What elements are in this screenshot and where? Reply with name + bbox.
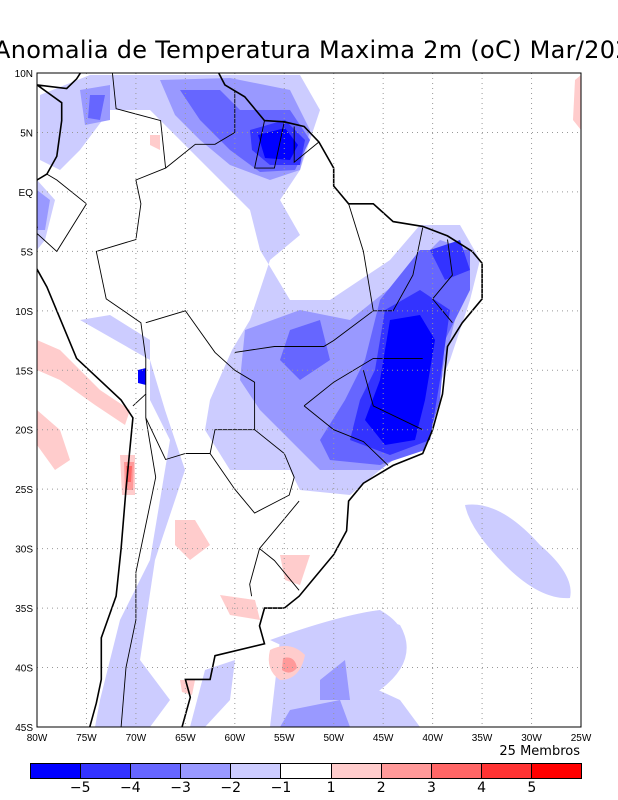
border-path [293,126,320,164]
colorbar [30,763,582,779]
anomaly-level-plus1 [37,75,581,695]
y-tick-label: 5S [21,247,34,258]
colorbar-swatch [181,764,232,778]
colorbar-label: 3 [426,780,436,796]
colorbar-swatch [331,764,382,778]
map-frame [36,72,582,728]
y-tick-label: 30S [15,545,33,556]
border-path [95,73,167,407]
y-tick-label: 5N [20,128,33,139]
x-tick-label: 65W [175,733,196,744]
grid-lines [37,73,581,727]
colorbar-label: −3 [170,780,191,796]
border-path [165,132,236,169]
colorbar-label: −2 [220,780,242,796]
coastline-path [37,73,483,727]
border-path [249,548,260,597]
x-tick-label: 50W [323,733,344,744]
border-path [234,203,374,353]
y-tick-label: EQ [19,188,34,199]
y-tick-label: 35S [15,604,33,615]
x-tick-label: 30W [521,733,542,744]
colorbar-label: 2 [376,780,386,796]
colorbar-swatch [281,764,332,778]
colorbar-label: 5 [527,780,537,796]
colorbar-label: −1 [270,780,292,796]
border-path [303,405,389,466]
y-tick-label: 45S [15,723,33,734]
border-path [254,120,285,169]
border-path [362,370,423,431]
colorbar-swatch [31,764,82,778]
border-path [46,173,87,205]
y-tick-label: 40S [15,664,33,675]
colorbar-swatch [131,764,182,778]
y-tick-label: 25S [15,485,33,496]
coastline [37,73,483,727]
colorbar-swatch [381,764,432,778]
y-tick-label: 10N [15,69,33,80]
x-tick-label: 40W [422,733,443,744]
x-tick-label: 45W [373,733,394,744]
members-label: 25 Membros [499,744,580,759]
border-path [303,357,423,407]
x-tick-label: 35W [472,733,493,744]
colorbar-swatch [531,764,582,778]
x-tick-label: 55W [274,733,295,744]
colorbar-label: −4 [120,780,141,796]
colorbar-label: 1 [326,780,336,796]
y-tick-label: 20S [15,426,33,437]
anomaly-level-minus5 [138,128,435,445]
colorbar-label: −5 [69,780,91,796]
x-tick-label: 25W [571,733,592,744]
anomaly-fields [37,75,581,727]
colorbar-swatch [231,764,282,778]
colorbar-label: 4 [477,780,487,796]
x-tick-label: 75W [76,733,97,744]
y-tick-label: 15S [15,366,33,377]
colorbar-swatch [481,764,532,778]
x-tick-label: 70W [126,733,147,744]
colorbar-swatch [431,764,482,778]
x-tick-labels: 80W 75W 70W 65W 60W 55W 50W 45W 40W 35W 30W 25W [27,733,592,744]
border-path [120,417,157,727]
map-title: Anomalia de Temperatura Maxima 2m (oC) M… [0,36,618,64]
y-tick-labels: 10N 5N EQ 5S 10S 15S 20S 25S 30S 35S 40S 45S [15,69,34,734]
border-path [37,203,87,253]
x-tick-label: 80W [27,733,48,744]
y-tick-label: 10S [15,307,33,318]
colorbar-swatch [81,764,132,778]
x-tick-label: 60W [225,733,246,744]
